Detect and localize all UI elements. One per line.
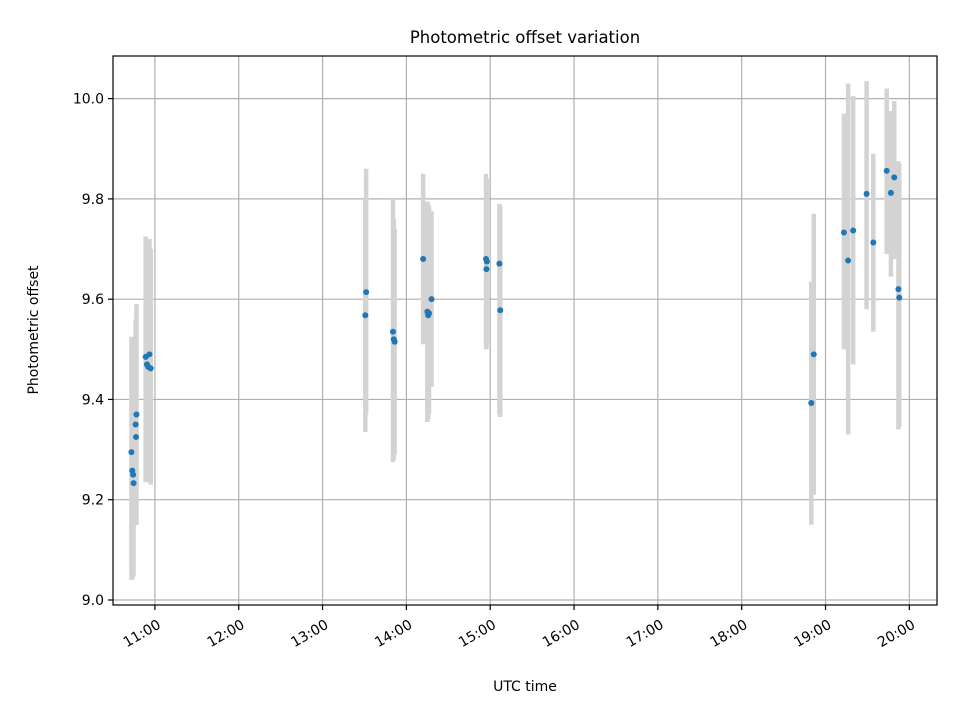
data-point <box>426 310 433 317</box>
data-point <box>887 189 894 196</box>
data-point <box>389 328 396 335</box>
y-tick-label: 9.0 <box>82 593 104 609</box>
data-point <box>483 266 490 273</box>
data-point <box>130 480 137 487</box>
data-point <box>870 239 877 246</box>
data-point <box>863 190 870 197</box>
data-point <box>147 365 154 372</box>
data-point <box>810 351 817 358</box>
plot-frame <box>112 55 938 606</box>
data-point <box>497 307 504 314</box>
data-point <box>362 312 369 319</box>
data-point <box>840 229 847 236</box>
data-point <box>883 167 890 174</box>
data-point <box>363 289 370 296</box>
x-tick-label: 16:00 <box>540 617 583 651</box>
data-points <box>128 167 903 487</box>
y-tick-label: 9.2 <box>82 493 104 509</box>
y-tick-label: 9.8 <box>82 192 104 208</box>
grid <box>113 56 937 605</box>
y-tick-label: 10.0 <box>73 92 104 108</box>
x-tick-label: 14:00 <box>372 617 415 651</box>
x-tick-label: 13:00 <box>288 617 331 651</box>
x-tick-label: 20:00 <box>875 617 918 651</box>
data-point <box>845 257 852 264</box>
data-point <box>420 256 427 263</box>
data-point <box>850 227 857 234</box>
data-point <box>391 338 398 345</box>
data-point <box>146 351 153 358</box>
x-axis-label: UTC time <box>493 679 557 695</box>
chart-title: Photometric offset variation <box>410 28 640 47</box>
y-axis-ticks: 9.0 9.2 9.4 9.6 9.8 10.0 <box>73 92 113 609</box>
y-tick-label: 9.6 <box>82 292 104 308</box>
data-point <box>483 258 490 265</box>
data-point <box>428 296 435 303</box>
data-point <box>133 434 140 441</box>
data-point <box>496 260 503 267</box>
x-tick-label: 17:00 <box>624 617 667 651</box>
data-point <box>128 449 135 456</box>
y-tick-label: 9.4 <box>82 392 104 408</box>
x-tick-label: 15:00 <box>456 617 499 651</box>
y-axis-label: Photometric offset <box>26 265 42 395</box>
data-point <box>896 294 903 301</box>
data-point <box>808 399 815 406</box>
data-point <box>132 421 139 428</box>
x-tick-label: 19:00 <box>791 617 834 651</box>
x-tick-label: 12:00 <box>205 617 248 651</box>
data-point <box>133 411 140 418</box>
x-tick-label: 18:00 <box>708 617 751 651</box>
x-tick-label: 11:00 <box>121 617 164 651</box>
data-point <box>130 471 137 478</box>
x-axis-ticks: 11:00 12:00 13:00 14:00 15:00 16:00 17:00 18:00… <box>121 605 918 651</box>
error-bars <box>129 81 902 580</box>
data-point <box>895 286 902 293</box>
data-point <box>891 174 898 181</box>
